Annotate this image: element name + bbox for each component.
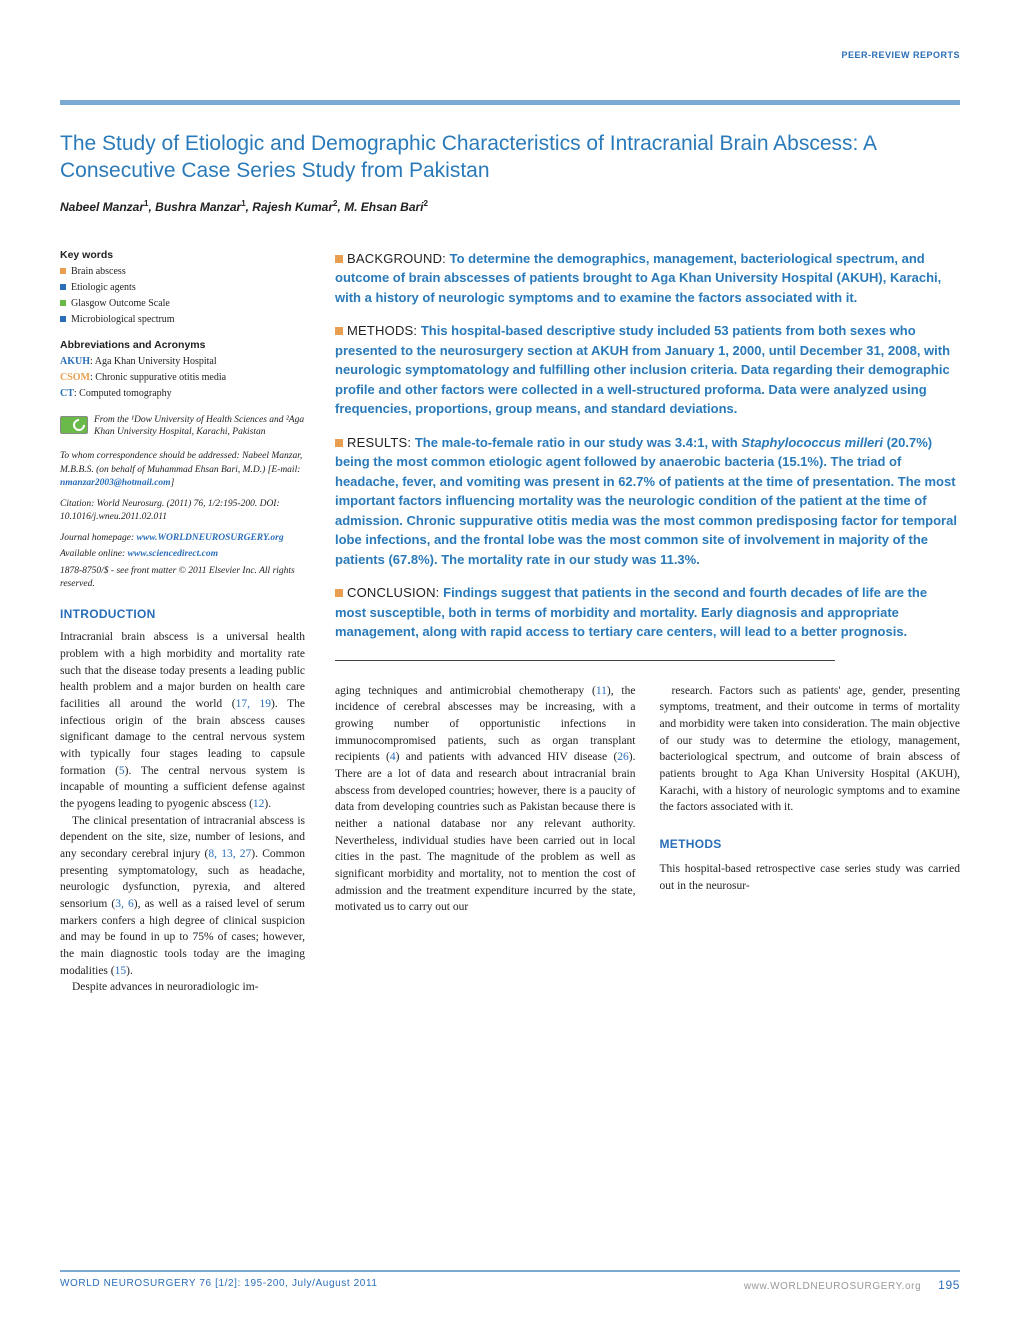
intro-p1: Intracranial brain abscess is a universa… [60, 629, 305, 812]
abbr-item: CSOM: Chronic suppurative otitis media [60, 370, 305, 386]
footer-right: www.WORLDNEUROSURGERY.org [744, 1281, 921, 1292]
keyword-item: Glasgow Outcome Scale [60, 296, 305, 311]
abstract-rule [335, 660, 835, 661]
online-link[interactable]: www.sciencedirect.com [128, 549, 218, 559]
keyword-item: Brain abscess [60, 264, 305, 279]
email-link[interactable]: nmanzar2003@hotmail.com [60, 478, 171, 488]
online-line: Available online: www.sciencedirect.com [60, 549, 305, 559]
main-column: BACKGROUND: To determine the demographic… [335, 249, 960, 997]
body-p1: aging techniques and antimicrobial chemo… [335, 683, 636, 916]
keywords-heading: Key words [60, 249, 305, 261]
methods-heading: METHODS [660, 836, 961, 853]
affiliation-text: From the ¹Dow University of Health Scien… [94, 414, 305, 439]
abbr-item: AKUH: Aga Khan University Hospital [60, 354, 305, 370]
page-footer: WORLD NEUROSURGERY 76 [1/2]: 195-200, Ju… [60, 1270, 960, 1292]
crossmark-icon[interactable] [60, 416, 88, 434]
methods-p1: This hospital-based retrospective case s… [660, 861, 961, 894]
page-number: 195 [938, 1278, 960, 1292]
bullet-icon [335, 327, 343, 335]
footer-left: WORLD NEUROSURGERY 76 [1/2]: 195-200, Ju… [60, 1278, 378, 1292]
intro-p2: The clinical presentation of intracrania… [60, 813, 305, 980]
abstract-background: BACKGROUND: To determine the demographic… [335, 249, 960, 308]
keyword-item: Etiologic agents [60, 280, 305, 295]
homepage-link[interactable]: www.WORLDNEUROSURGERY.org [137, 533, 284, 543]
title-rule [60, 100, 960, 105]
abstract-conclusion: CONCLUSION: Findings suggest that patien… [335, 583, 960, 642]
abstract-methods: METHODS: This hospital-based descriptive… [335, 321, 960, 419]
sidebar: Key words Brain abscessEtiologic agentsG… [60, 249, 305, 997]
citation: Citation: World Neurosurg. (2011) 76, 1/… [60, 498, 305, 525]
abstract-results: RESULTS: The male-to-female ratio in our… [335, 433, 960, 570]
article-title: The Study of Etiologic and Demographic C… [60, 130, 960, 185]
homepage-line: Journal homepage: www.WORLDNEUROSURGERY.… [60, 533, 305, 543]
body-p2: research. Factors such as patients' age,… [660, 683, 961, 816]
keyword-item: Microbiological spectrum [60, 312, 305, 327]
section-header: Peer-Review Reports [60, 50, 960, 60]
copyright: 1878-8750/$ - see front matter © 2011 El… [60, 565, 305, 592]
authors-line: Nabeel Manzar1, Bushra Manzar1, Rajesh K… [60, 199, 960, 214]
affiliation-block: From the ¹Dow University of Health Scien… [60, 414, 305, 439]
abbr-heading: Abbreviations and Acronyms [60, 339, 305, 351]
body-columns: aging techniques and antimicrobial chemo… [335, 683, 960, 916]
correspondence: To whom correspondence should be address… [60, 450, 305, 490]
abbr-item: CT: Computed tomography [60, 386, 305, 402]
bullet-icon [335, 589, 343, 597]
bullet-icon [335, 255, 343, 263]
intro-p3: Despite advances in neuroradiologic im- [60, 979, 305, 996]
bullet-icon [335, 439, 343, 447]
intro-heading: INTRODUCTION [60, 607, 305, 621]
